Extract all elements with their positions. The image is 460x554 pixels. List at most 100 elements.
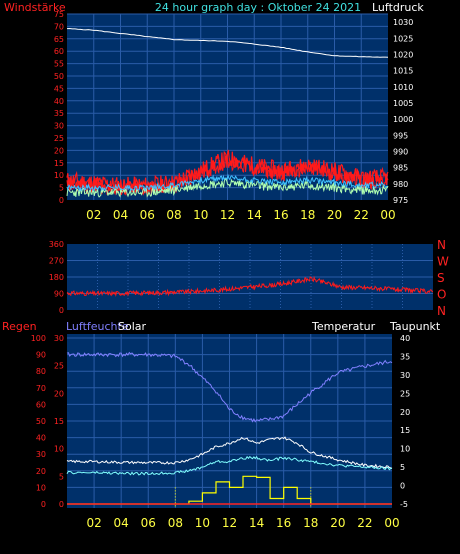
temperature-axis-title: Temperatur xyxy=(311,320,376,333)
wind-tick-label: 35 xyxy=(54,109,64,118)
page-title: 24 hour graph day : Oktober 24 2021 xyxy=(155,1,361,14)
hour-tick-label: 16 xyxy=(276,516,291,530)
wind-tick-label: 60 xyxy=(54,47,64,56)
pressure-series xyxy=(66,27,389,58)
wind-tick-label: 40 xyxy=(54,97,64,106)
temperature-tick-label: 40 xyxy=(400,334,410,343)
humidity-tick-label: 40 xyxy=(36,434,46,443)
hour-tick-label: 04 xyxy=(114,516,129,530)
wind-axis-title: Windstärke xyxy=(4,1,66,14)
wind-tick-label: 15 xyxy=(54,159,64,168)
wind-tick-label: 5 xyxy=(59,184,64,193)
hour-tick-label: 14 xyxy=(247,208,262,222)
hour-tick-label: 20 xyxy=(330,516,345,530)
solar-tick-label: 30 xyxy=(54,334,64,343)
humidity-axis-title: Luftfeuchte xyxy=(66,320,129,333)
temperature-tick-label: -5 xyxy=(400,500,408,509)
pressure-tick-label: 990 xyxy=(393,147,408,156)
dewpoint-axis-title: Taupunkt xyxy=(389,320,441,333)
humidity-tick-label: 50 xyxy=(36,417,46,426)
direction-letter: N xyxy=(437,238,446,252)
hour-tick-label: 00 xyxy=(384,516,399,530)
pressure-tick-label: 1000 xyxy=(393,115,413,124)
pressure-tick-label: 1005 xyxy=(393,99,413,108)
direction-letter: N xyxy=(437,304,446,318)
pressure-tick-label: 1010 xyxy=(393,83,413,92)
solar-axis-title: Solar xyxy=(118,320,147,333)
wind-direction-series xyxy=(66,275,434,297)
hour-tick-label: 16 xyxy=(273,208,288,222)
direction-letter: O xyxy=(437,288,446,302)
wind-tick-label: 65 xyxy=(54,35,64,44)
direction-tick-label: 270 xyxy=(49,257,64,266)
solar-tick-label: 10 xyxy=(54,445,64,454)
solar-tick-label: 5 xyxy=(59,472,64,481)
wind-tick-label: 20 xyxy=(54,146,64,155)
wind-tick-label: 0 xyxy=(59,196,64,205)
hour-tick-label: 06 xyxy=(141,516,156,530)
pressure-tick-label: 1020 xyxy=(393,50,413,59)
humidity-tick-label: 70 xyxy=(36,384,46,393)
hour-tick-label: 10 xyxy=(193,208,208,222)
solar-tick-label: 0 xyxy=(59,500,64,509)
hour-tick-label: 00 xyxy=(380,208,395,222)
hour-tick-label: 04 xyxy=(113,208,128,222)
temperature-series xyxy=(66,436,393,469)
hour-tick-label: 02 xyxy=(86,208,101,222)
wind-tick-label: 30 xyxy=(54,122,64,131)
hour-tick-label: 22 xyxy=(357,516,372,530)
humidity-tick-label: 20 xyxy=(36,467,46,476)
hour-tick-label: 02 xyxy=(86,516,101,530)
solar-tick-label: 20 xyxy=(54,389,64,398)
hour-tick-label: 14 xyxy=(249,516,264,530)
hour-tick-label: 20 xyxy=(327,208,342,222)
temperature-tick-label: 5 xyxy=(400,463,405,472)
pressure-tick-label: 995 xyxy=(393,131,408,140)
hour-tick-label: 12 xyxy=(220,208,235,222)
humidity-tick-label: 100 xyxy=(31,334,46,343)
wind-tick-label: 75 xyxy=(54,10,64,19)
pressure-tick-label: 975 xyxy=(393,196,408,205)
humidity-tick-label: 90 xyxy=(36,351,46,360)
direction-tick-label: 0 xyxy=(59,306,64,315)
gust-series xyxy=(66,173,388,192)
gust-series xyxy=(66,178,389,198)
wind-tick-label: 45 xyxy=(54,84,64,93)
solar-tick-label: 15 xyxy=(54,417,64,426)
temperature-tick-label: 0 xyxy=(400,482,405,491)
hour-tick-label: 06 xyxy=(140,208,155,222)
pressure-axis-title: Luftdruck xyxy=(372,1,424,14)
wind-speed-series xyxy=(66,155,389,197)
wind-tick-label: 25 xyxy=(54,134,64,143)
wind-tick-label: 50 xyxy=(54,72,64,81)
solar-tick-label: 25 xyxy=(54,362,64,371)
hour-tick-label: 18 xyxy=(300,208,315,222)
pressure-tick-label: 1030 xyxy=(393,18,413,27)
hour-tick-label: 10 xyxy=(195,516,210,530)
pressure-tick-label: 980 xyxy=(393,180,408,189)
humidity-tick-label: 10 xyxy=(36,483,46,492)
direction-tick-label: 90 xyxy=(54,290,64,299)
temperature-tick-label: 35 xyxy=(400,352,410,361)
temperature-tick-label: 20 xyxy=(400,408,410,417)
temperature-tick-label: 15 xyxy=(400,426,410,435)
temperature-tick-label: 30 xyxy=(400,371,410,380)
temperature-tick-label: 10 xyxy=(400,445,410,454)
humidity-series xyxy=(66,351,393,423)
direction-tick-label: 360 xyxy=(49,240,64,249)
hour-tick-label: 22 xyxy=(354,208,369,222)
pressure-tick-label: 1025 xyxy=(393,34,413,43)
humidity-tick-label: 0 xyxy=(41,500,46,509)
dewpoint-series xyxy=(66,455,393,476)
direction-letter: W xyxy=(437,255,449,269)
hour-tick-label: 08 xyxy=(166,208,181,222)
wind-tick-label: 70 xyxy=(54,22,64,31)
hour-tick-label: 18 xyxy=(303,516,318,530)
humidity-tick-label: 80 xyxy=(36,367,46,376)
rain-axis-title: Regen xyxy=(2,320,37,333)
wind-tick-label: 10 xyxy=(54,171,64,180)
hour-tick-label: 12 xyxy=(222,516,237,530)
direction-tick-label: 180 xyxy=(49,273,64,282)
temperature-tick-label: 25 xyxy=(400,389,410,398)
